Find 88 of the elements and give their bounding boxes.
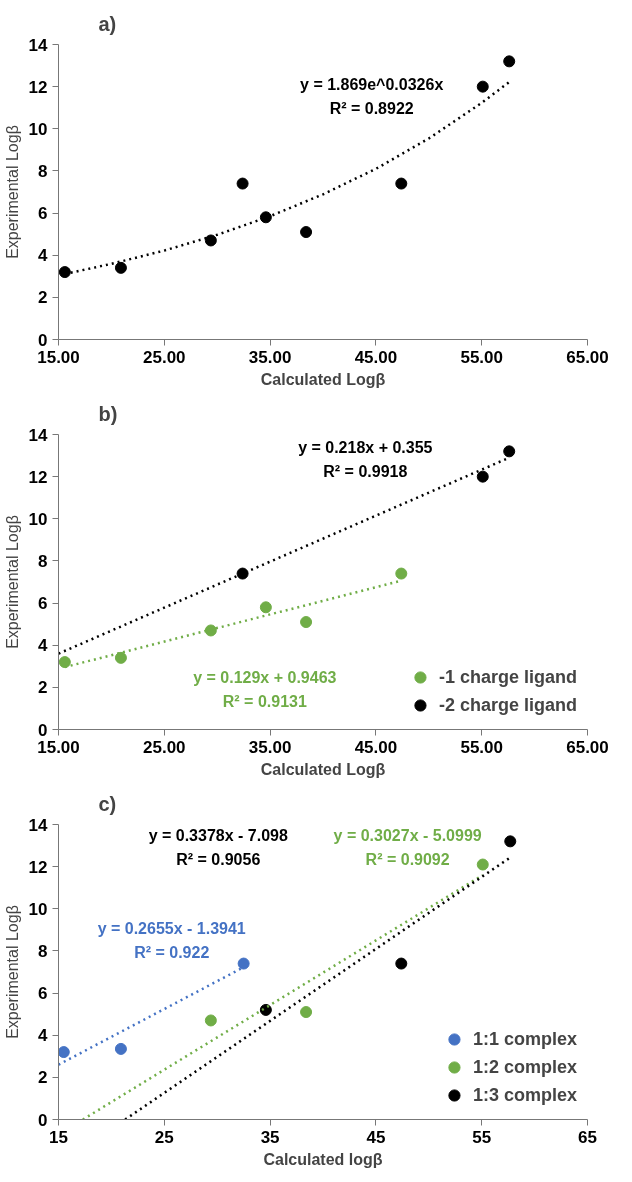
x-tick-label: 65.00: [566, 347, 609, 367]
y-tick-label: 6: [38, 984, 48, 1004]
x-tick-label: 15: [49, 1127, 68, 1147]
x-tick-label: 25.00: [143, 347, 186, 367]
y-tick-label: 8: [38, 941, 48, 961]
point: [58, 1046, 70, 1059]
x-tick-label: 55.00: [460, 737, 503, 757]
point: [395, 567, 408, 580]
point: [114, 651, 127, 664]
x-tick-label: 15.00: [37, 737, 80, 757]
point: [204, 234, 217, 247]
x-axis-title: Calculated logβ: [263, 1150, 383, 1168]
point: [259, 601, 272, 614]
y-tick-label: 2: [38, 1068, 48, 1088]
x-tick-label: 55: [472, 1127, 492, 1147]
y-tick-label: 12: [28, 77, 48, 97]
x-tick-label: 65: [578, 1127, 597, 1147]
y-axis-title: Experimental Logβ: [3, 515, 21, 649]
y-tick-label: 10: [28, 509, 48, 529]
x-tick-label: 25: [154, 1127, 174, 1147]
point: [114, 1042, 127, 1055]
x-tick-label: 45.00: [354, 347, 398, 367]
point: [476, 470, 489, 483]
annotation: y = 0.2655x - 1.3941 R² = 0.922: [97, 919, 246, 961]
annotation: y = 0.218x + 0.355 R² = 0.9918: [298, 439, 433, 481]
point: [259, 211, 272, 224]
point: [476, 80, 489, 93]
point: [236, 567, 249, 580]
y-tick-label: 8: [38, 551, 48, 571]
annotation: y = 0.129x + 0.9463 R² = 0.9131: [193, 668, 337, 710]
x-tick-label: 45.00: [354, 737, 398, 757]
y-tick-label: 0: [38, 1110, 48, 1130]
point: [236, 177, 249, 190]
legend-label: -1 charge ligand: [438, 666, 577, 688]
y-tick-label: 14: [28, 425, 49, 445]
y-tick-label: 6: [38, 594, 48, 614]
x-tick-label: 15.00: [37, 347, 80, 367]
point: [114, 261, 127, 274]
x-tick-label: 35.00: [248, 347, 292, 367]
point: [395, 177, 408, 190]
x-tick-label: 55.00: [460, 347, 503, 367]
x-tick-label: 25.00: [143, 737, 186, 757]
point: [476, 858, 489, 871]
annotation: y = 0.3378x - 7.098 R² = 0.9056: [148, 827, 288, 869]
y-tick-label: 0: [38, 720, 48, 740]
legend-label: 1:3 complex: [472, 1084, 577, 1106]
x-tick-label: 35.00: [248, 737, 292, 757]
y-tick-label: 12: [28, 857, 48, 877]
y-tick-label: 14: [28, 815, 49, 835]
chart-title: b): [98, 402, 118, 425]
point: [237, 957, 250, 970]
chart-title: a): [98, 12, 117, 35]
y-axis-title: Experimental Logβ: [3, 125, 21, 259]
point: [58, 266, 71, 279]
x-axis-title: Calculated Logβ: [260, 370, 386, 388]
y-tick-label: 12: [28, 467, 48, 487]
y-tick-label: 4: [38, 246, 49, 266]
point: [300, 616, 313, 629]
point: [204, 624, 217, 637]
y-tick-label: 10: [28, 899, 48, 919]
y-tick-label: 10: [28, 119, 48, 139]
point: [58, 656, 71, 669]
y-axis-title: Experimental Logβ: [3, 905, 21, 1039]
point: [300, 226, 313, 239]
y-tick-label: 4: [38, 636, 49, 656]
legend-label: 1:1 complex: [472, 1028, 577, 1050]
legend-label: -2 charge ligand: [438, 694, 577, 716]
x-tick-label: 35: [260, 1127, 280, 1147]
legend-label: 1:2 complex: [472, 1056, 577, 1078]
y-tick-label: 2: [38, 288, 48, 308]
point: [395, 957, 408, 970]
x-tick-label: 65.00: [566, 737, 609, 757]
x-tick-label: 45: [366, 1127, 386, 1147]
y-tick-label: 0: [38, 330, 48, 350]
point: [504, 835, 517, 848]
point: [300, 1006, 313, 1019]
x-axis-title: Calculated Logβ: [260, 760, 386, 778]
y-tick-label: 2: [38, 678, 48, 698]
annotation: y = 0.3027x - 5.0999 R² = 0.9092: [333, 827, 482, 869]
y-tick-label: 8: [38, 161, 48, 181]
y-tick-label: 14: [28, 35, 49, 55]
annotation: y = 1.869e^0.0326x R² = 0.8922: [300, 75, 444, 117]
point: [503, 55, 516, 68]
point: [204, 1014, 217, 1027]
y-tick-label: 6: [38, 204, 48, 224]
chart-title: c): [98, 792, 117, 815]
y-tick-label: 4: [38, 1026, 49, 1046]
point: [503, 445, 516, 458]
